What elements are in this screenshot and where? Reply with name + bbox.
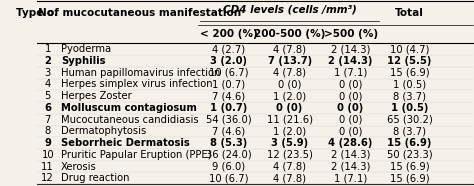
Text: < 200 (%): < 200 (%): [200, 29, 257, 39]
Text: Pruritic Papular Eruption (PPE): Pruritic Papular Eruption (PPE): [61, 150, 211, 160]
Text: 36 (24.0): 36 (24.0): [206, 150, 251, 160]
Text: 8: 8: [45, 126, 51, 136]
Text: 2 (14.3): 2 (14.3): [331, 44, 370, 54]
Text: 54 (36.0): 54 (36.0): [206, 115, 251, 125]
Text: 8 (3.7): 8 (3.7): [393, 91, 426, 101]
Text: Syphilis: Syphilis: [61, 56, 105, 66]
Text: CD4 levels (cells /mm³): CD4 levels (cells /mm³): [223, 5, 356, 15]
Text: 2 (14.3): 2 (14.3): [328, 56, 373, 66]
Text: 4: 4: [45, 79, 51, 89]
Text: 6: 6: [44, 103, 51, 113]
Text: 4 (7.8): 4 (7.8): [273, 162, 306, 172]
Text: Drug reaction: Drug reaction: [61, 173, 129, 183]
Text: 0 (0): 0 (0): [337, 103, 364, 113]
Text: 1 (0.7): 1 (0.7): [210, 103, 247, 113]
Text: 2 (14.3): 2 (14.3): [331, 150, 370, 160]
Text: 5: 5: [45, 91, 51, 101]
Text: Mucocutaneous candidiasis: Mucocutaneous candidiasis: [61, 115, 199, 125]
Text: 1: 1: [45, 44, 51, 54]
Text: Dermatophytosis: Dermatophytosis: [61, 126, 146, 136]
Text: 15 (6.9): 15 (6.9): [387, 138, 432, 148]
Text: 3 (5.9): 3 (5.9): [271, 138, 308, 148]
Text: 11 (21.6): 11 (21.6): [266, 115, 312, 125]
Text: 0 (0): 0 (0): [339, 126, 362, 136]
Text: No.: No.: [38, 8, 58, 18]
Text: 1 (2.0): 1 (2.0): [273, 126, 306, 136]
Text: 4 (7.8): 4 (7.8): [273, 44, 306, 54]
Text: 4 (28.6): 4 (28.6): [328, 138, 373, 148]
Text: 9: 9: [44, 138, 51, 148]
Text: 4 (7.8): 4 (7.8): [273, 68, 306, 78]
Text: 4 (7.8): 4 (7.8): [273, 173, 306, 183]
Text: 1 (7.1): 1 (7.1): [334, 68, 367, 78]
Text: 7 (4.6): 7 (4.6): [212, 91, 245, 101]
Text: 10 (4.7): 10 (4.7): [390, 44, 429, 54]
Text: 0 (0): 0 (0): [339, 79, 362, 89]
Text: 12 (5.5): 12 (5.5): [387, 56, 432, 66]
Text: 4 (2.7): 4 (2.7): [212, 44, 245, 54]
Text: 9 (6.0): 9 (6.0): [212, 162, 245, 172]
Text: 12 (23.5): 12 (23.5): [267, 150, 312, 160]
Text: 0 (0): 0 (0): [276, 103, 303, 113]
Text: Herpes simplex virus infection: Herpes simplex virus infection: [61, 79, 212, 89]
Text: >500 (%): >500 (%): [324, 29, 378, 39]
Text: 1 (2.0): 1 (2.0): [273, 91, 306, 101]
Text: 15 (6.9): 15 (6.9): [390, 68, 429, 78]
Text: 10 (6.7): 10 (6.7): [209, 68, 248, 78]
Text: 7 (13.7): 7 (13.7): [267, 56, 311, 66]
Text: Human papillomavirus infection: Human papillomavirus infection: [61, 68, 220, 78]
Text: Pyoderma: Pyoderma: [61, 44, 111, 54]
Text: 0 (0): 0 (0): [339, 91, 362, 101]
Text: 7: 7: [45, 115, 51, 125]
Text: 10: 10: [41, 150, 54, 160]
Text: 0 (0): 0 (0): [339, 115, 362, 125]
Text: 50 (23.3): 50 (23.3): [387, 150, 432, 160]
Text: Total: Total: [395, 8, 424, 18]
Text: 2: 2: [44, 56, 51, 66]
Text: 12: 12: [41, 173, 54, 183]
Text: 11: 11: [41, 162, 54, 172]
Text: 1 (0.7): 1 (0.7): [212, 79, 245, 89]
Text: 10 (6.7): 10 (6.7): [209, 173, 248, 183]
Text: 15 (6.9): 15 (6.9): [390, 162, 429, 172]
Text: 1 (0.5): 1 (0.5): [393, 79, 426, 89]
Text: 1 (0.5): 1 (0.5): [391, 103, 428, 113]
Text: Type of mucocutaneous manifestation: Type of mucocutaneous manifestation: [16, 8, 241, 18]
Text: 65 (30.2): 65 (30.2): [386, 115, 432, 125]
Text: 8 (3.7): 8 (3.7): [393, 126, 426, 136]
Text: 0 (0): 0 (0): [278, 79, 301, 89]
Text: 8 (5.3): 8 (5.3): [210, 138, 247, 148]
Text: Molluscum contagiosum: Molluscum contagiosum: [61, 103, 197, 113]
Text: 2 (14.3): 2 (14.3): [331, 162, 370, 172]
Text: 200-500 (%): 200-500 (%): [254, 29, 325, 39]
Text: 15 (6.9): 15 (6.9): [390, 173, 429, 183]
Text: 3 (2.0): 3 (2.0): [210, 56, 247, 66]
Text: Xerosis: Xerosis: [61, 162, 97, 172]
Text: 1 (7.1): 1 (7.1): [334, 173, 367, 183]
Text: 3: 3: [45, 68, 51, 78]
Text: 7 (4.6): 7 (4.6): [212, 126, 245, 136]
Text: Herpes Zoster: Herpes Zoster: [61, 91, 131, 101]
Text: Seborrheic Dermatosis: Seborrheic Dermatosis: [61, 138, 190, 148]
